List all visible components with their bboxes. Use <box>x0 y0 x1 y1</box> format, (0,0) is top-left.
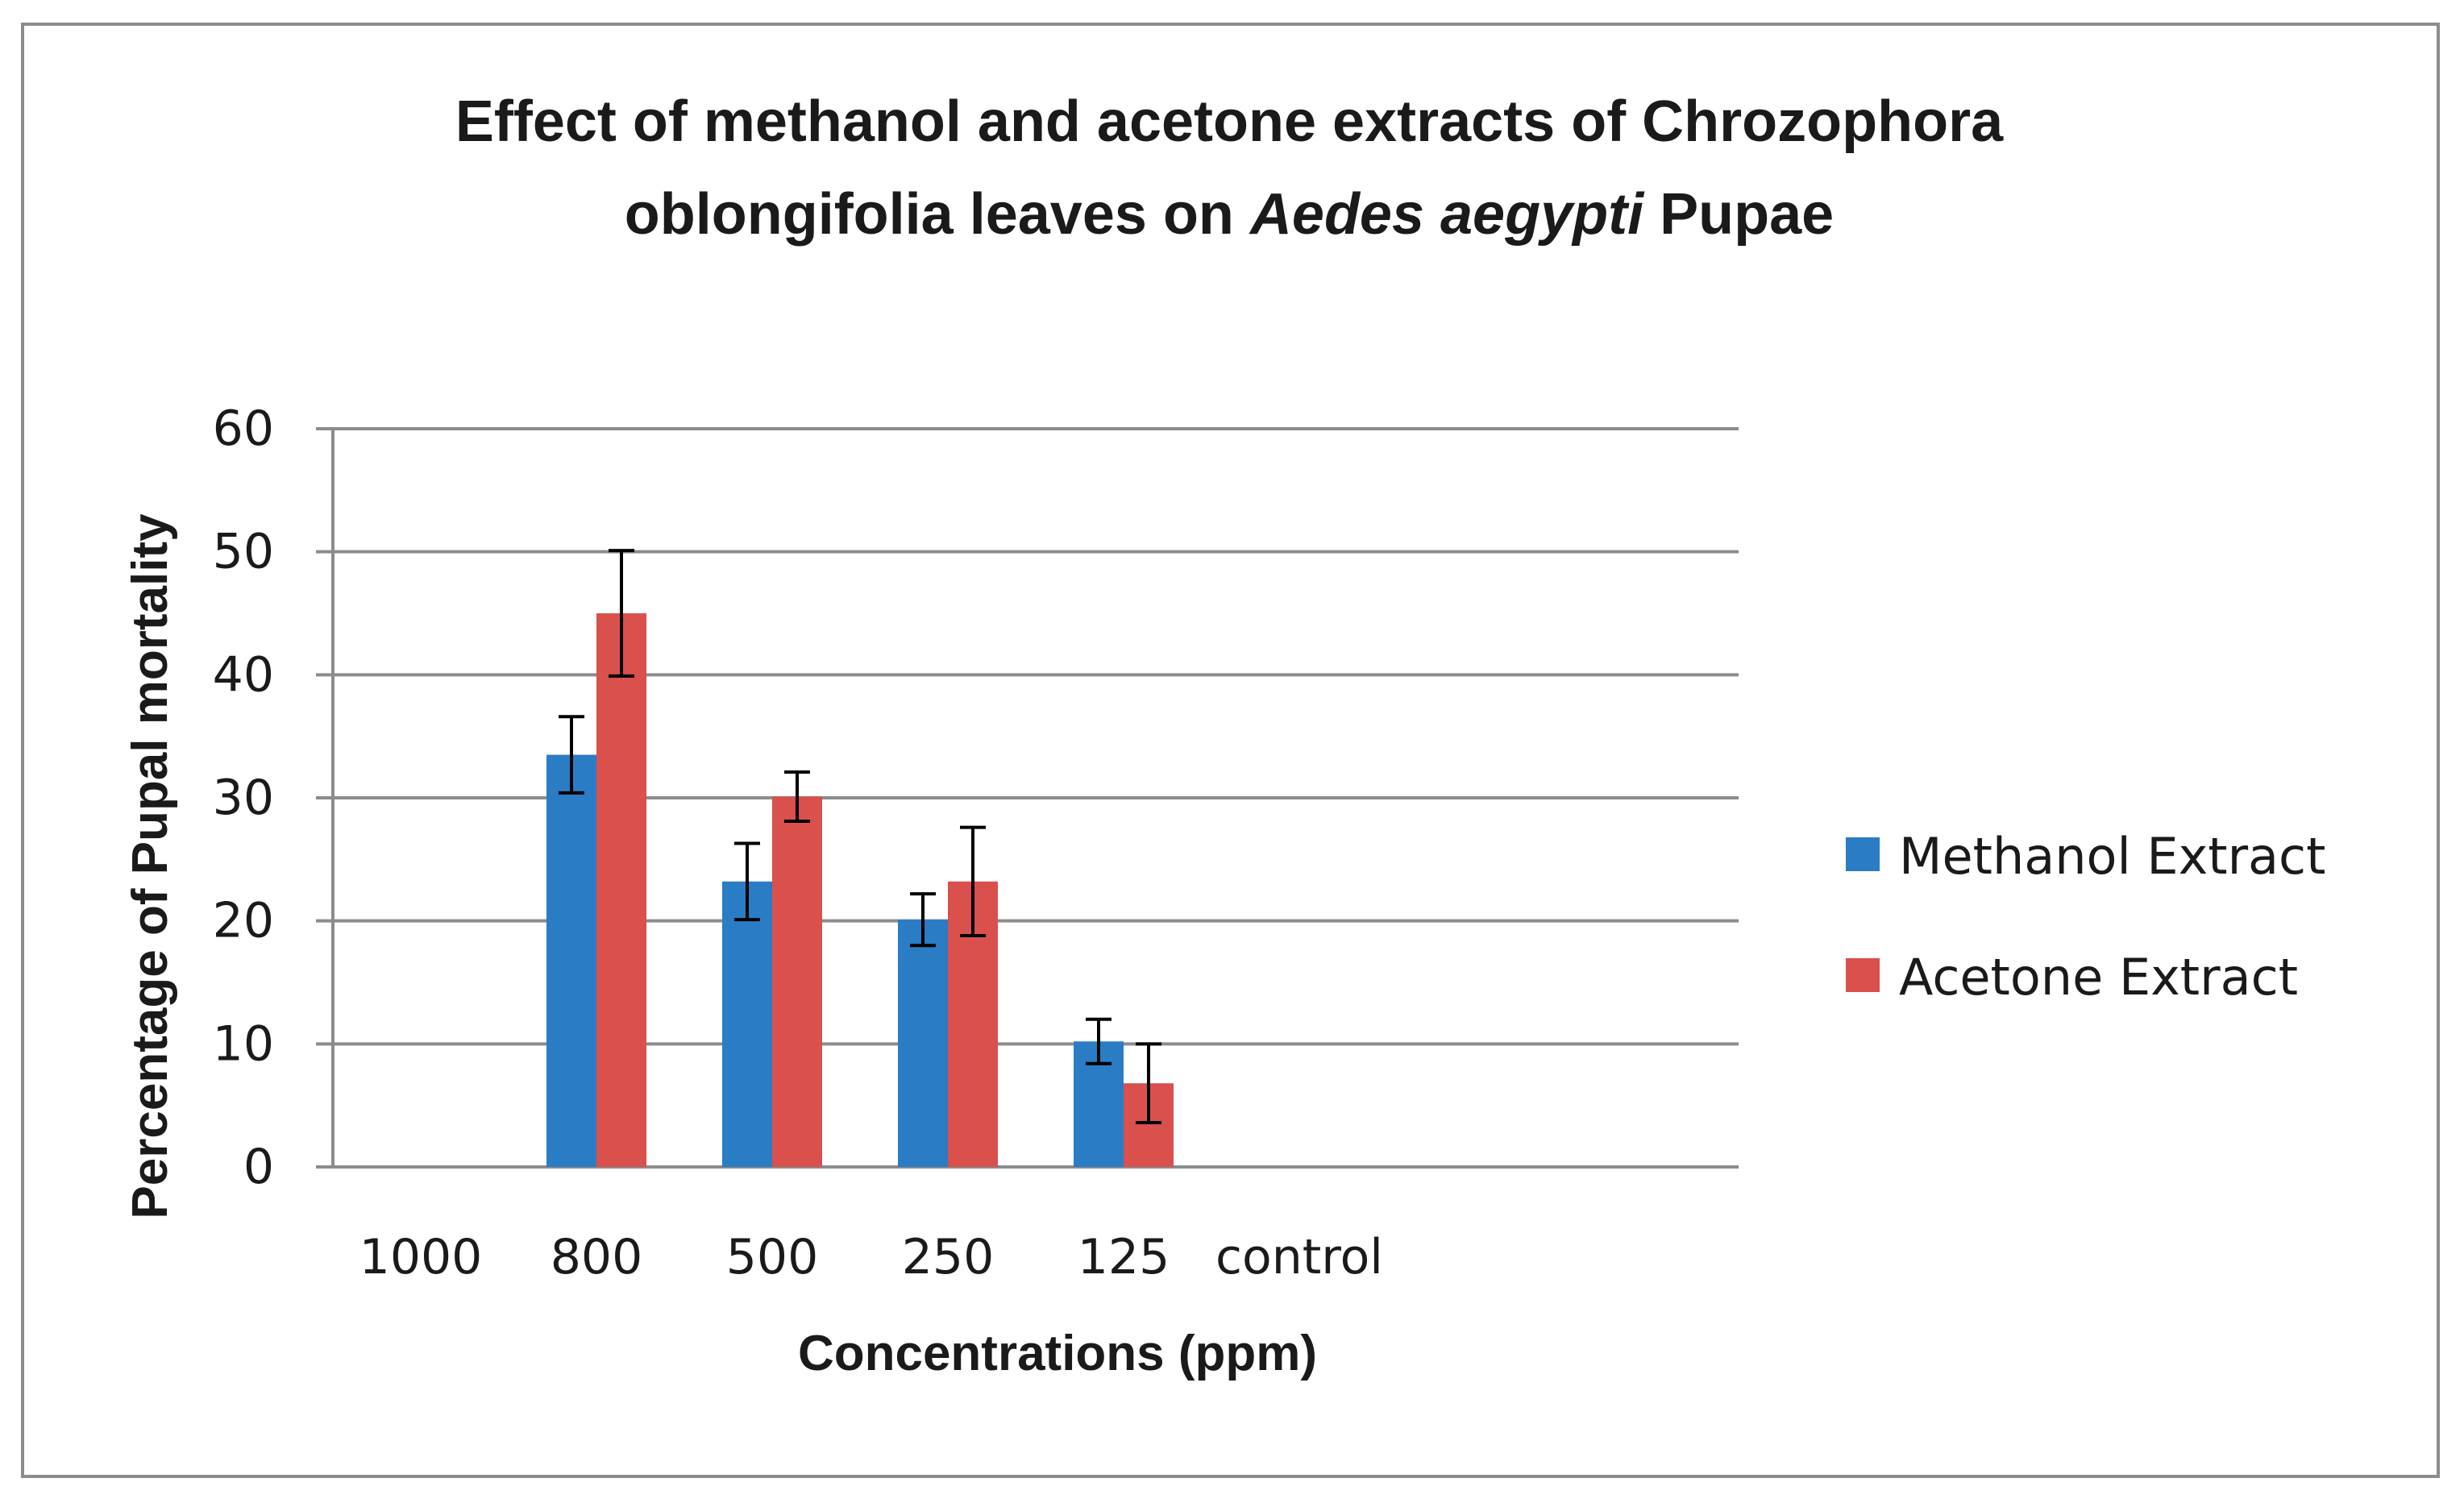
bar-methanol-extract-500 <box>722 881 772 1167</box>
y-tick-label: 30 <box>213 770 274 826</box>
y-axis-title: Percentage of Pupal mortality <box>123 513 178 1219</box>
error-bar-methanol-extract-250 <box>910 892 936 948</box>
y-tick-label: 40 <box>213 646 274 703</box>
x-tick-label: 800 <box>551 1229 643 1285</box>
axis-labels: 0 10 20 30 40 50 60 1000 800 500 250 125 control <box>213 401 1383 1285</box>
error-bars <box>559 549 1161 1125</box>
legend: Methanol Extract Acetone Extract <box>1846 827 2325 1007</box>
x-tick-label: 500 <box>726 1229 819 1285</box>
chart-title-line2-prefix: oblongifolia leaves on <box>625 182 1250 247</box>
x-tick-label: 1000 <box>359 1229 483 1285</box>
y-tick-label: 0 <box>243 1139 274 1195</box>
x-axis-title: Concentrations (ppm) <box>798 1326 1317 1381</box>
legend-swatch-acetone-extract <box>1846 958 1880 992</box>
y-tick-label: 60 <box>213 401 274 457</box>
bar-methanol-extract-250 <box>898 920 948 1167</box>
bar-acetone-extract-800 <box>596 613 646 1167</box>
error-bar-methanol-extract-800 <box>559 715 584 795</box>
legend-label-acetone-extract: Acetone Extract <box>1899 948 2298 1007</box>
bars <box>546 613 1174 1167</box>
error-bar-acetone-extract-250 <box>960 825 986 937</box>
chart-frame <box>21 23 2440 1478</box>
chart-title-line1: Effect of methanol and acetone extracts … <box>455 89 2004 154</box>
legend-swatch-methanol-extract <box>1846 837 1880 871</box>
chart-title-species: Aedes aegypti <box>1249 182 1645 247</box>
x-tick-label: 250 <box>902 1229 995 1285</box>
x-tick-label: 125 <box>1078 1229 1170 1285</box>
y-tick-label: 20 <box>213 893 274 949</box>
bar-acetone-extract-500 <box>772 796 822 1167</box>
x-tick-label: control <box>1215 1229 1383 1285</box>
error-bar-acetone-extract-125 <box>1136 1042 1161 1125</box>
chart-title: Effect of methanol and acetone extracts … <box>455 89 2004 247</box>
y-tick-label: 10 <box>213 1015 274 1072</box>
chart-title-line2-suffix: Pupae <box>1660 182 1834 247</box>
error-bar-acetone-extract-800 <box>609 549 634 678</box>
gridlines <box>316 427 1739 1169</box>
bar-methanol-extract-800 <box>546 754 596 1167</box>
error-bar-methanol-extract-125 <box>1086 1017 1112 1065</box>
error-bar-methanol-extract-500 <box>734 841 760 922</box>
legend-label-methanol-extract: Methanol Extract <box>1899 827 2325 886</box>
error-bar-acetone-extract-500 <box>784 770 810 824</box>
y-tick-label: 50 <box>213 524 274 580</box>
chart-title-line2: oblongifolia leaves on Aedes aegypti Pup… <box>625 182 1834 247</box>
